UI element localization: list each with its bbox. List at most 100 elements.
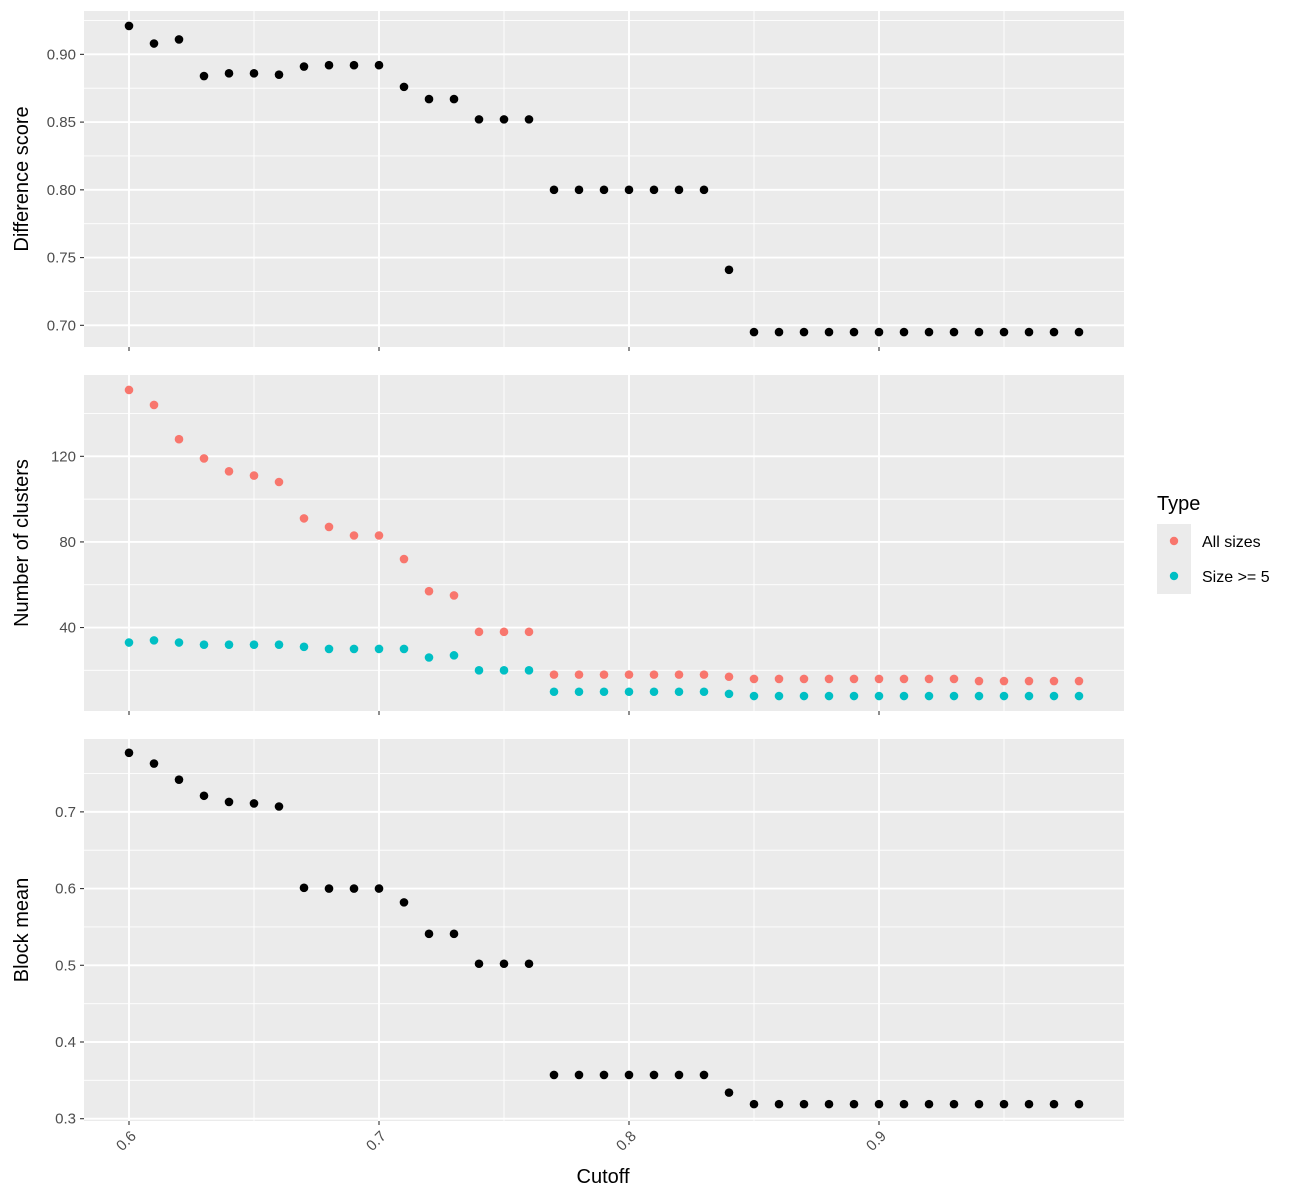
data-point: [324, 60, 334, 70]
y-tick-label: 0.7: [55, 804, 76, 821]
data-point: [349, 884, 359, 893]
data-point: [749, 1099, 759, 1109]
data-point: [274, 477, 284, 487]
data-point: [899, 327, 909, 337]
data-point: [399, 82, 409, 92]
data-point: [824, 327, 834, 337]
data-point: [899, 691, 909, 701]
y-tick-label: 0.70: [47, 317, 76, 334]
legend-title: Type: [1157, 493, 1200, 515]
data-point: [224, 467, 234, 476]
legend-label-size-ge-5: Size >= 5: [1202, 569, 1270, 586]
data-point: [149, 636, 159, 645]
data-point: [624, 687, 634, 697]
data-point: [749, 327, 759, 337]
data-point: [799, 691, 809, 701]
y-tick-label: 0.80: [47, 182, 76, 199]
data-point: [149, 759, 159, 768]
y-axis-title: Block mean: [11, 878, 33, 983]
data-point: [174, 775, 184, 784]
data-point: [674, 687, 684, 697]
data-point: [774, 327, 784, 337]
legend: Type All sizes Size >= 5: [1157, 493, 1270, 594]
data-point: [799, 327, 809, 337]
data-point: [474, 666, 484, 675]
data-point: [324, 884, 334, 893]
data-point: [124, 748, 134, 758]
data-point: [1074, 327, 1084, 337]
data-point: [424, 586, 434, 596]
data-point: [874, 327, 884, 337]
data-point: [399, 554, 409, 564]
data-point: [649, 687, 659, 697]
data-point: [599, 1070, 609, 1080]
data-point: [499, 959, 509, 969]
data-point: [249, 471, 259, 480]
data-point: [774, 691, 784, 701]
data-point: [749, 691, 759, 701]
data-point: [549, 1070, 559, 1080]
data-point: [349, 531, 359, 540]
data-point: [524, 959, 534, 969]
data-point: [1049, 327, 1059, 337]
data-point: [824, 1099, 834, 1109]
data-point: [924, 1099, 934, 1109]
data-point: [924, 691, 934, 701]
panel-block-mean: 0.3 0.4 0.5 0.6 0.7 Block mean 0.6 0.7 0.8 0.9: [11, 739, 1124, 1155]
data-point: [599, 185, 609, 195]
x-axis-title: Cutoff: [577, 1166, 630, 1188]
data-point: [449, 591, 459, 600]
panel-background: [84, 11, 1124, 347]
data-point: [199, 640, 209, 649]
data-point: [899, 674, 909, 684]
data-point: [674, 185, 684, 195]
data-point: [624, 670, 634, 679]
data-point: [1024, 327, 1034, 337]
y-tick-label: 0.90: [47, 46, 76, 63]
data-point: [874, 674, 884, 684]
y-tick-label: 40: [59, 620, 76, 637]
data-point: [599, 687, 609, 697]
data-point: [524, 627, 534, 637]
data-point: [424, 653, 434, 662]
y-tick-label: 80: [59, 534, 76, 551]
data-point: [499, 627, 509, 637]
data-point: [699, 687, 709, 697]
data-point: [149, 39, 159, 48]
data-point: [824, 674, 834, 684]
data-point: [974, 691, 984, 701]
data-point: [299, 514, 309, 523]
data-point: [1024, 691, 1034, 701]
data-point: [549, 185, 559, 195]
data-point: [799, 1099, 809, 1109]
data-point: [724, 265, 734, 275]
data-point: [574, 1070, 584, 1080]
data-point: [349, 60, 359, 70]
y-axis-title: Number of clusters: [11, 459, 33, 627]
x-tick-label: 0.6: [113, 1128, 140, 1155]
data-point: [799, 674, 809, 684]
data-point: [399, 644, 409, 654]
legend-label-all-sizes: All sizes: [1202, 534, 1261, 551]
data-point: [399, 898, 409, 907]
panel-background: [84, 375, 1124, 711]
y-tick-label: 0.85: [47, 114, 76, 131]
data-point: [449, 651, 459, 660]
y-tick-label: 120: [51, 448, 76, 465]
data-point: [774, 1099, 784, 1109]
data-point: [174, 638, 184, 647]
data-point: [1074, 1099, 1084, 1109]
y-tick-label: 0.5: [55, 957, 76, 974]
data-point: [274, 640, 284, 649]
data-point: [549, 670, 559, 679]
data-point: [249, 799, 259, 808]
data-point: [299, 642, 309, 652]
data-point: [474, 627, 484, 637]
data-point: [374, 644, 384, 654]
data-point: [499, 115, 509, 124]
data-point: [599, 670, 609, 679]
panel-background: [84, 739, 1124, 1121]
y-tick-label: 0.3: [55, 1111, 76, 1128]
data-point: [749, 674, 759, 684]
